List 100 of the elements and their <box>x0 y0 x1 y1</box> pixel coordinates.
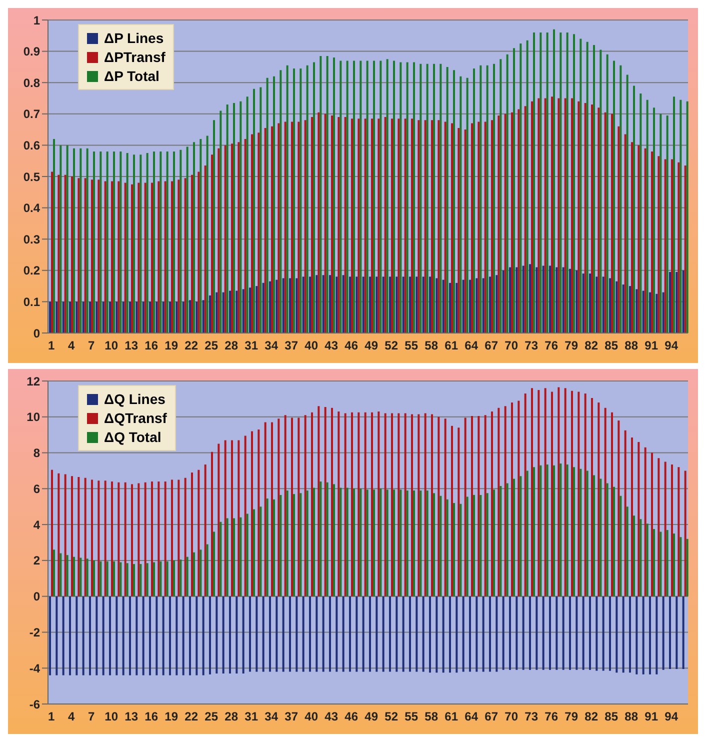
bar <box>513 478 515 596</box>
bar <box>622 284 624 333</box>
bar <box>351 118 353 333</box>
bar <box>600 50 602 333</box>
bar <box>242 596 244 674</box>
bar <box>678 162 680 333</box>
bar <box>449 282 451 333</box>
bar <box>213 532 215 596</box>
bar <box>324 114 326 333</box>
bar <box>631 142 633 333</box>
bar <box>69 596 71 676</box>
bar <box>344 117 346 333</box>
x-tick-label: 1 <box>48 710 55 724</box>
bar <box>316 596 318 672</box>
bar <box>446 66 448 333</box>
bar <box>124 482 126 596</box>
y-tick-label: 2 <box>33 554 40 568</box>
bar <box>629 596 631 673</box>
bar <box>680 100 682 333</box>
bar <box>200 550 202 596</box>
bar <box>476 278 478 333</box>
bar <box>389 276 391 333</box>
bar <box>638 442 640 596</box>
bar <box>376 276 378 333</box>
bar <box>86 148 88 333</box>
bar <box>402 276 404 333</box>
bar <box>289 278 291 333</box>
bar <box>686 101 688 333</box>
bar <box>471 416 473 596</box>
bar <box>293 68 295 333</box>
bar <box>218 148 220 333</box>
bar <box>160 151 162 333</box>
bar <box>258 429 260 596</box>
bar <box>446 499 448 596</box>
bar <box>269 281 271 333</box>
bar <box>326 56 328 333</box>
bar <box>89 596 91 676</box>
x-tick-label: 7 <box>88 710 95 724</box>
bar <box>346 488 348 596</box>
bar <box>378 118 380 333</box>
bar <box>516 596 518 670</box>
bar <box>58 174 60 333</box>
bar <box>516 267 518 333</box>
bar <box>313 62 315 333</box>
bar <box>582 596 584 670</box>
bar <box>609 278 611 333</box>
bar <box>373 60 375 333</box>
bar <box>578 392 580 596</box>
bar <box>611 114 613 333</box>
bar <box>369 596 371 672</box>
bar <box>433 64 435 333</box>
bar <box>542 596 544 670</box>
bar <box>586 42 588 333</box>
bar <box>120 562 122 596</box>
bar <box>253 509 255 596</box>
bar <box>198 172 200 333</box>
bar <box>396 276 398 333</box>
bar <box>109 596 111 676</box>
bar <box>111 181 113 333</box>
bar <box>593 45 595 333</box>
bar <box>269 596 271 672</box>
x-tick-label: 82 <box>584 710 598 724</box>
bar <box>480 494 482 596</box>
bar <box>440 64 442 333</box>
bar <box>349 276 351 333</box>
bar <box>484 122 486 333</box>
x-tick-label: 1 <box>48 338 55 353</box>
bar <box>353 60 355 333</box>
bar <box>538 98 540 333</box>
bar <box>204 166 206 333</box>
x-tick-label: 22 <box>184 710 198 724</box>
bar <box>684 166 686 333</box>
bar <box>249 288 251 333</box>
bar <box>253 88 255 333</box>
bar <box>409 276 411 333</box>
bar <box>509 596 511 670</box>
bar <box>658 458 660 596</box>
bar <box>306 490 308 596</box>
bar <box>646 524 648 596</box>
bar <box>366 490 368 596</box>
bar <box>102 302 104 333</box>
bar <box>424 413 426 596</box>
bar <box>622 596 624 673</box>
bar <box>449 596 451 673</box>
bar <box>560 32 562 333</box>
bar <box>426 64 428 333</box>
bar <box>182 302 184 333</box>
bar <box>616 281 618 333</box>
bar <box>233 102 235 333</box>
y-tick-label: 0.9 <box>23 44 40 59</box>
bar <box>416 596 418 672</box>
bar <box>678 467 680 596</box>
bar <box>146 153 148 333</box>
y-tick-label: 0.3 <box>23 232 40 246</box>
bar <box>553 29 555 333</box>
x-tick-label: 13 <box>124 710 138 724</box>
bar <box>249 596 251 672</box>
bar <box>673 96 675 333</box>
bar <box>189 596 191 676</box>
bar <box>329 275 331 333</box>
